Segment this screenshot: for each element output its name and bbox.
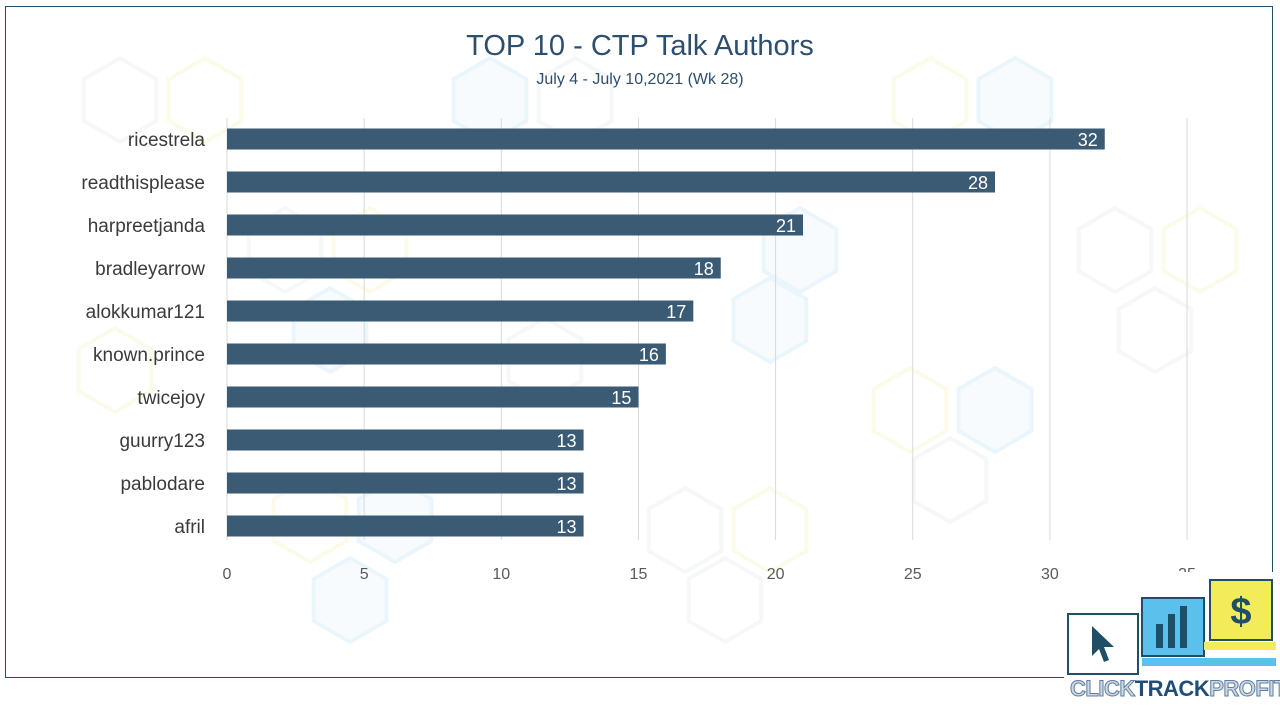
logo-graphic: $ [1067, 579, 1276, 675]
category-label: bradleyarrow [95, 259, 205, 280]
bar [227, 386, 639, 408]
chart-bar-icon [1180, 606, 1187, 648]
chart-title: TOP 10 - CTP Talk Authors [466, 30, 814, 62]
category-label: alokkumar121 [86, 302, 205, 323]
logo-stripe [1142, 658, 1276, 666]
logo-dollar-tile [1209, 579, 1273, 641]
category-label: readthisplease [81, 173, 205, 194]
dollar-icon: $ [1230, 591, 1251, 633]
bar [227, 128, 1105, 150]
category-label: harpreetjanda [88, 216, 206, 237]
data-label: 16 [639, 345, 659, 365]
category-label: afril [174, 517, 205, 538]
category-label: known.prince [93, 345, 205, 366]
bar [227, 300, 694, 322]
chart-frame [5, 6, 1273, 678]
chart-bar-icon [1168, 614, 1175, 648]
bar [227, 214, 804, 236]
data-label: 13 [557, 517, 577, 537]
data-label: 13 [557, 431, 577, 451]
logo-word-profit: PROFIT [1209, 676, 1280, 702]
data-label: 32 [1078, 130, 1098, 150]
category-label: twicejoy [137, 388, 205, 409]
data-label: 21 [776, 216, 796, 236]
logo-wordmark: CLICKTRACKPROFIT [1070, 676, 1280, 702]
logo-word-track: TRACK [1134, 676, 1210, 701]
chart-subtitle: July 4 - July 10,2021 (Wk 28) [536, 71, 744, 88]
x-tick-label: 10 [492, 566, 510, 583]
bar [227, 429, 584, 451]
bar [227, 343, 666, 365]
category-label: ricestrela [128, 130, 206, 151]
clicktrackprofit-logo: $ [1064, 572, 1280, 705]
logo-stripe [1204, 642, 1276, 650]
data-label: 18 [694, 259, 714, 279]
bar [227, 257, 721, 279]
x-tick-label: 30 [1041, 566, 1059, 583]
bar [227, 515, 584, 537]
data-label: 17 [666, 302, 686, 322]
x-tick-label: 25 [904, 566, 922, 583]
data-label: 28 [968, 173, 988, 193]
x-tick-label: 0 [223, 566, 232, 583]
x-tick-label: 15 [630, 566, 648, 583]
category-label: pablodare [120, 474, 205, 495]
bar [227, 171, 996, 193]
chart-bar-icon [1156, 624, 1163, 648]
cursor-icon [1092, 626, 1114, 662]
bar [227, 472, 584, 494]
x-tick-label: 20 [767, 566, 785, 583]
logo-word-click: CLICK [1070, 676, 1136, 702]
data-label: 15 [611, 388, 631, 408]
x-tick-label: 5 [360, 566, 369, 583]
data-label: 13 [557, 474, 577, 494]
category-label: guurry123 [119, 431, 205, 452]
